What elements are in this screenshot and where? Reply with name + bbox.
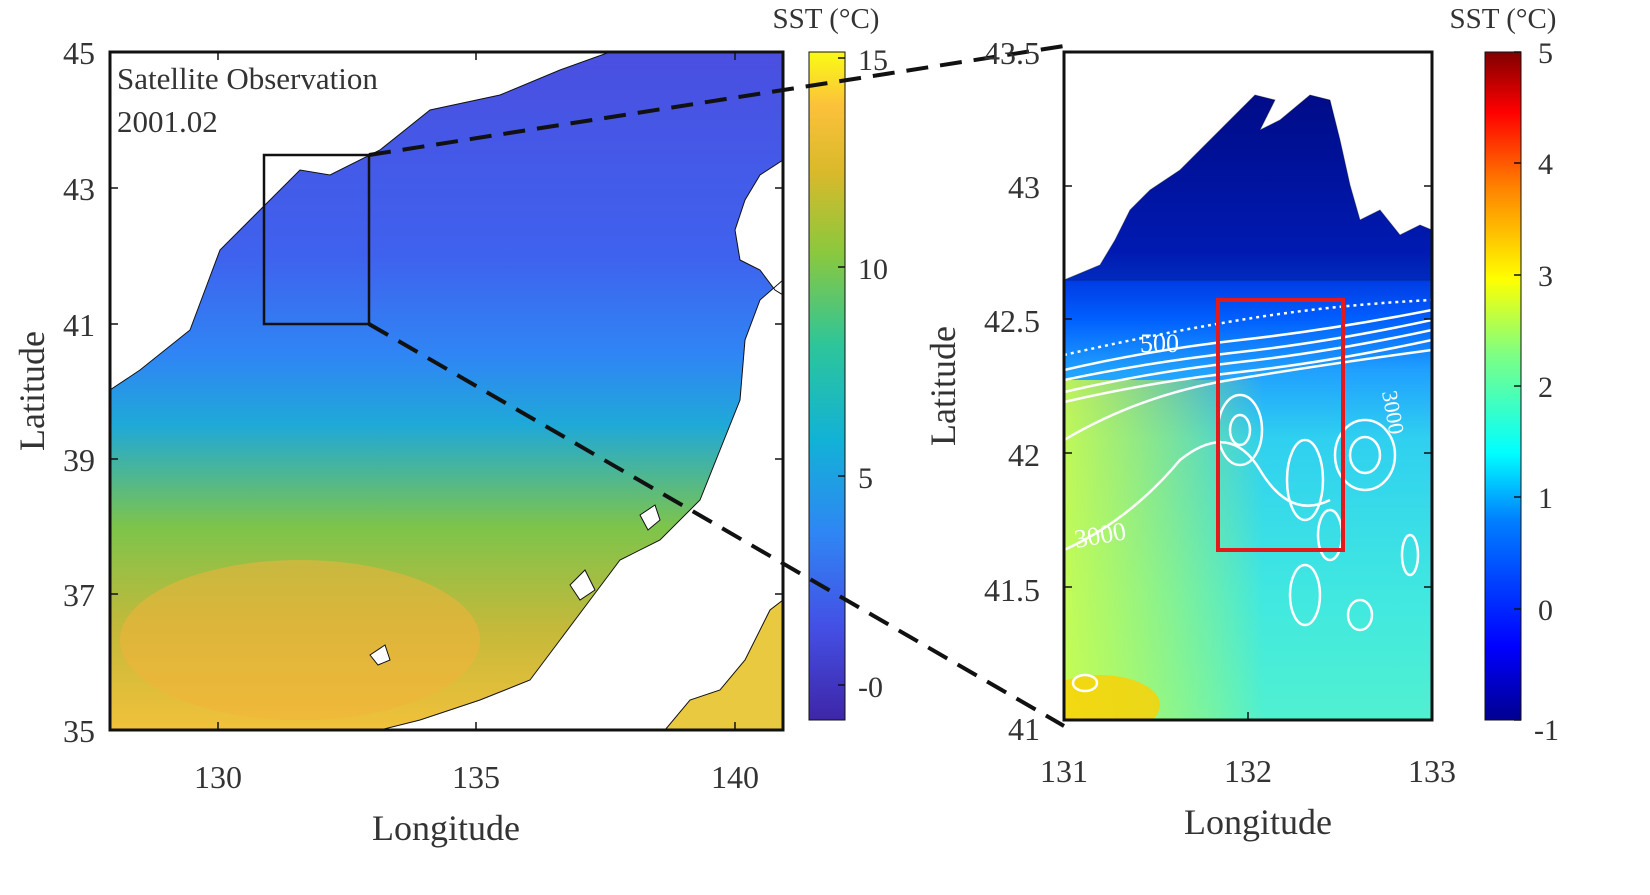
left-map-panel: Satellite Observation 2001.02 130 135 14… (12, 35, 785, 848)
left-land-japan-coast (379, 279, 783, 730)
left-land-noto (569, 569, 596, 601)
left-colorbar-tick: -0 (858, 671, 883, 704)
right-colorbar-tick: -1 (1534, 714, 1559, 747)
left-xtick-label: 140 (711, 759, 759, 795)
left-sea-sst-field (110, 52, 783, 730)
right-colorbar-tick: 4 (1538, 148, 1553, 181)
left-map-frame (108, 50, 785, 732)
left-ytick-label: 39 (63, 442, 95, 478)
left-colorbar-label: SST (°C) (773, 3, 880, 35)
right-land-coast (1064, 94, 1432, 281)
right-ylabel: Latitude (923, 326, 963, 446)
left-map-title: Satellite Observation (117, 61, 378, 96)
left-colorbar: SST (°C) -0 5 10 15 (773, 3, 888, 721)
left-land-islet (369, 644, 391, 666)
right-ytick-label: 42.5 (984, 303, 1040, 339)
left-land-korea-coast (110, 52, 611, 391)
right-ytick-label: 41 (1008, 711, 1040, 747)
right-colorbar-tick: 1 (1538, 482, 1553, 515)
right-xtick-label: 131 (1040, 753, 1088, 789)
left-colorbar-tick: 5 (858, 462, 873, 495)
left-ytick-label: 45 (63, 35, 95, 71)
left-xtick-label: 135 (452, 759, 500, 795)
right-warm-corner (1064, 675, 1160, 720)
right-colorbar-tick: 5 (1538, 37, 1553, 70)
right-colorbar-tick: 0 (1538, 594, 1553, 627)
left-ytick-label: 43 (63, 171, 95, 207)
right-xtick-label: 133 (1408, 753, 1456, 789)
right-map-panel: 500 3000 3000 131 132 133 41 41.5 42 42.… (923, 35, 1456, 842)
contour-label-500: 500 (1140, 329, 1179, 358)
right-highlight-box (1216, 298, 1345, 552)
right-colorbar-label: SST (°C) (1450, 3, 1557, 35)
depth-contours (1064, 298, 1432, 693)
left-colorbar-tick: 10 (858, 253, 888, 286)
left-ytick-label: 35 (63, 713, 95, 749)
zoom-connectors (367, 44, 1066, 728)
left-zoom-box (262, 153, 371, 326)
right-xtick-label: 132 (1224, 753, 1272, 789)
left-ytick-label: 41 (63, 307, 95, 343)
left-xlabel: Longitude (372, 808, 520, 848)
right-colorbar-tick: 2 (1538, 371, 1553, 404)
left-ylabel: Latitude (12, 331, 52, 451)
left-land-hokkaido (734, 159, 783, 296)
right-ytick-label: 42 (1008, 437, 1040, 473)
zoom-connector-top (368, 44, 1065, 157)
left-colorbar-tick: 15 (858, 44, 888, 77)
right-ytick-label: 43.5 (984, 35, 1040, 71)
left-land-south-islands (664, 599, 783, 730)
left-warm-patch (120, 560, 480, 720)
left-land-oki-islands (639, 504, 661, 531)
right-colorbar-tick: 3 (1538, 260, 1553, 293)
left-colorbar-bar (808, 51, 846, 721)
left-xtick-label: 130 (194, 759, 242, 795)
right-ytick-label: 41.5 (984, 572, 1040, 608)
right-colorbar: SST (°C) -1 0 1 2 3 4 5 (1450, 3, 1559, 747)
right-xlabel: Longitude (1184, 802, 1332, 842)
left-map-date: 2001.02 (117, 104, 218, 139)
right-ytick-label: 43 (1008, 169, 1040, 205)
left-ytick-label: 37 (63, 577, 95, 613)
